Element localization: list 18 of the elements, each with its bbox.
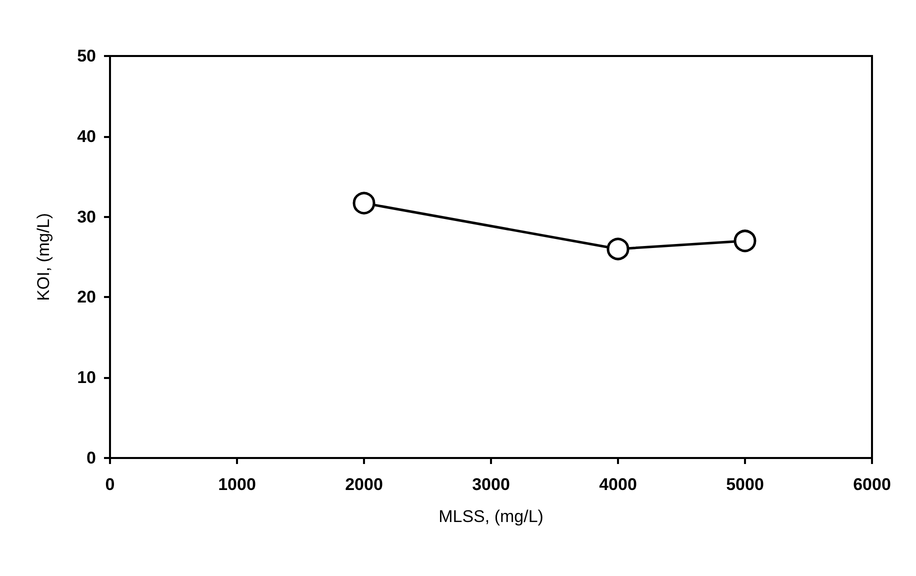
point — [734, 230, 756, 252]
y-tick-label: 30 — [77, 207, 96, 226]
y-axis-title: KOI, (mg/L) — [34, 213, 53, 301]
x-tick-label: 4000 — [599, 475, 637, 494]
x-tick-label: 0 — [105, 475, 115, 494]
point — [352, 192, 376, 214]
y-tick-label: 20 — [77, 288, 96, 307]
x-tick-label: 3000 — [472, 475, 510, 494]
x-tick-label: 6000 — [853, 475, 891, 494]
x-tick-label: 1000 — [218, 475, 256, 494]
x-axis-title: MLSS, (mg/L) — [438, 507, 544, 526]
y-tick-label: 0 — [86, 448, 96, 468]
x-tick-label: 2000 — [345, 475, 383, 494]
x-tick-label: 5000 — [726, 475, 764, 494]
y-tick-label: 50 — [77, 46, 96, 66]
point — [606, 238, 630, 260]
y-tick-label: 40 — [77, 126, 96, 146]
y-tick-label: 10 — [77, 368, 96, 388]
